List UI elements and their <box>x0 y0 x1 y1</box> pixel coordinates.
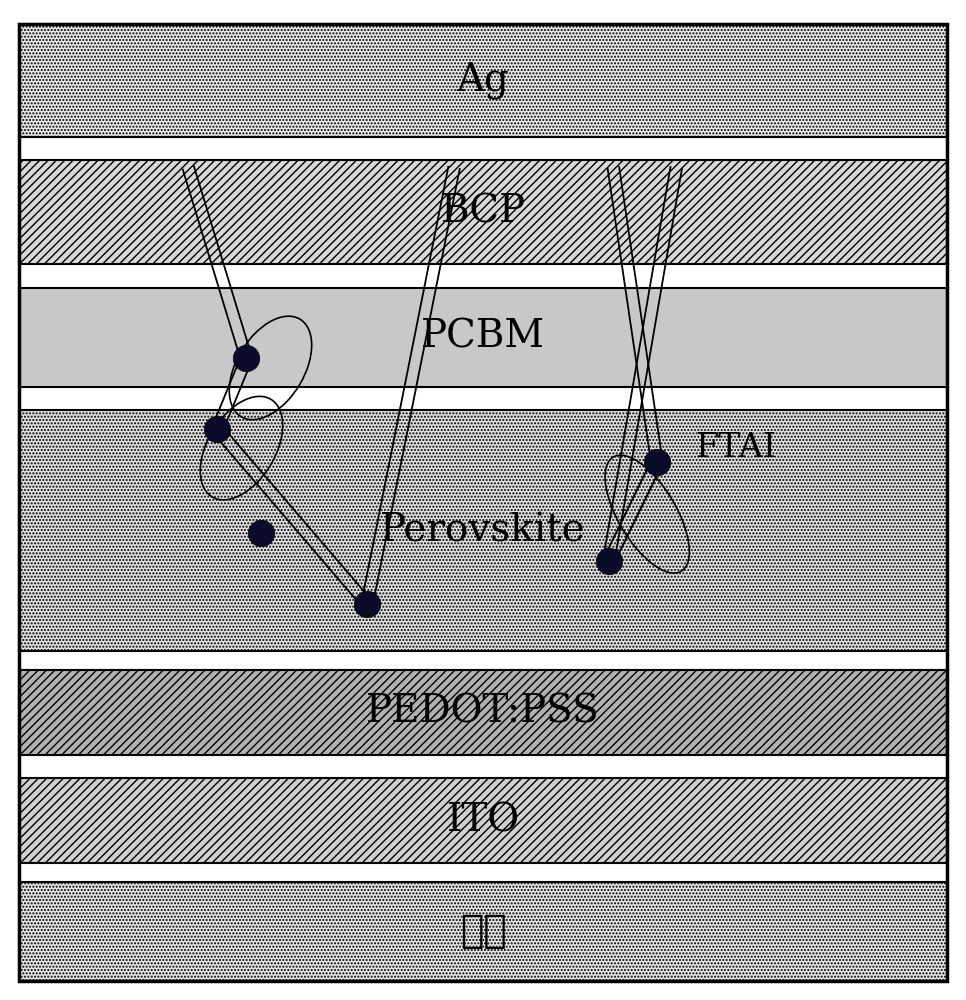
Bar <box>19 24 947 137</box>
Bar <box>19 410 947 651</box>
Bar <box>19 160 947 264</box>
Point <box>210 421 225 437</box>
Point <box>649 454 665 470</box>
Text: Perovskite: Perovskite <box>381 512 585 549</box>
Text: PEDOT:PSS: PEDOT:PSS <box>366 694 600 731</box>
Text: Ag: Ag <box>457 61 509 99</box>
Bar <box>19 670 947 755</box>
Text: 玻璃: 玻璃 <box>460 913 506 950</box>
Point <box>601 553 616 569</box>
Bar <box>19 288 947 387</box>
Text: BCP: BCP <box>440 194 526 231</box>
Text: FTAI: FTAI <box>696 432 777 464</box>
Point <box>359 596 375 612</box>
Text: PCBM: PCBM <box>421 319 545 356</box>
Point <box>239 350 254 366</box>
Bar <box>19 778 947 863</box>
Text: ITO: ITO <box>446 802 520 839</box>
Bar <box>19 882 947 981</box>
Point <box>253 525 269 541</box>
